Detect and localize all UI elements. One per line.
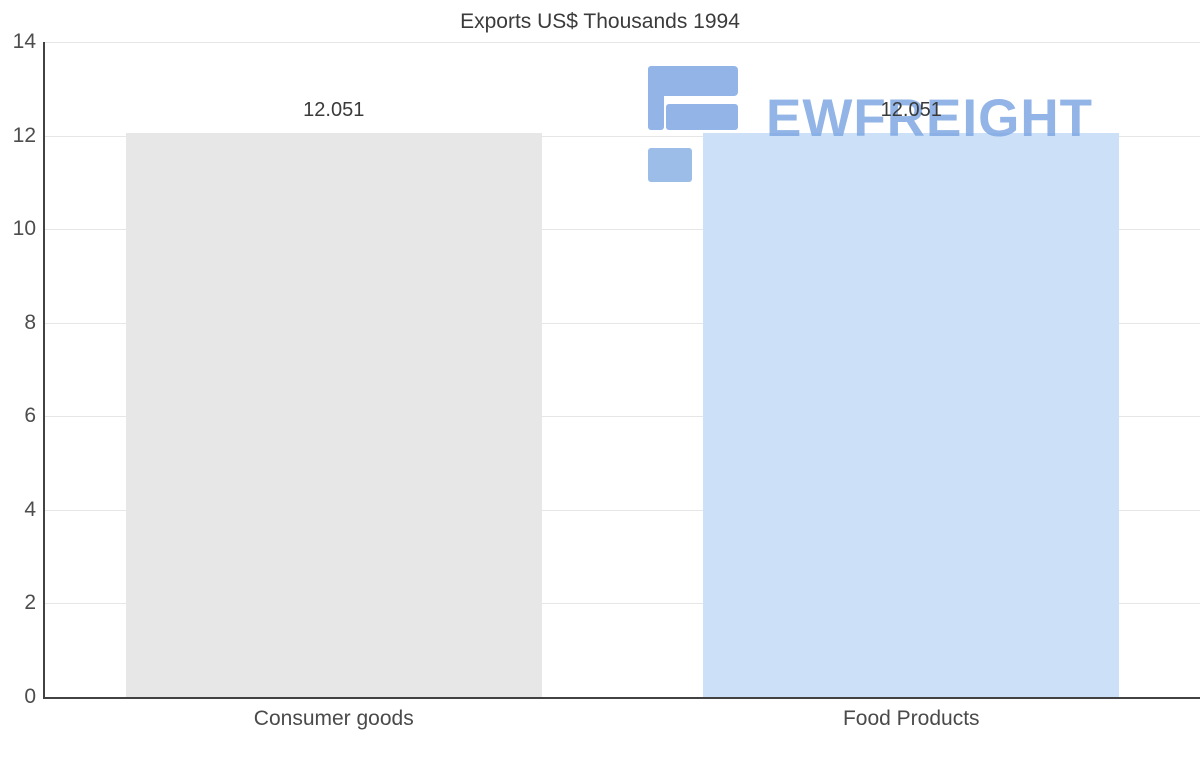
- watermark-logo-icon: [648, 66, 738, 182]
- bar-consumer-goods: [125, 133, 542, 697]
- y-axis-tick-label: 10: [12, 217, 36, 241]
- x-axis-category-label: Food Products: [842, 707, 980, 730]
- bar-food-products: [703, 133, 1120, 697]
- watermark-text: EWFREIGHT: [766, 89, 1093, 148]
- gridline: [45, 509, 1200, 511]
- y-axis-tick-label: 12: [12, 123, 36, 147]
- plot-area: EWFREIGHT 12.051 12.051: [45, 42, 1200, 698]
- y-axis-line: [43, 42, 45, 699]
- bar-value-label: 12.051: [880, 99, 942, 122]
- x-axis-category-label: Consumer goods: [253, 707, 414, 730]
- gridline: [45, 603, 1200, 605]
- gridline: [45, 42, 1200, 43]
- y-axis-tick-label: 14: [12, 30, 36, 53]
- chart-title: Exports US$ Thousands 1994: [460, 10, 740, 33]
- gridline: [45, 229, 1200, 231]
- gridline: [45, 135, 1200, 137]
- x-axis-labels: Consumer goods Food Products: [45, 707, 1200, 737]
- y-axis: 0 2 4 6 8 10 12 14: [0, 30, 36, 708]
- x-axis-line: [43, 697, 1200, 699]
- y-axis-tick-label: 0: [24, 685, 36, 708]
- watermark: EWFREIGHT: [648, 66, 1093, 184]
- y-axis-tick-label: 6: [24, 404, 36, 428]
- bar-value-label: 12.051: [303, 99, 365, 122]
- watermark-layer: EWFREIGHT: [45, 42, 1200, 697]
- y-axis-tick-label: 4: [24, 497, 36, 521]
- gridline: [45, 322, 1200, 324]
- gridline: [45, 416, 1200, 418]
- y-axis-tick-label: 8: [24, 310, 36, 334]
- bar-layer: [45, 42, 1200, 697]
- y-axis-tick-label: 2: [24, 591, 36, 615]
- value-label-layer: 12.051 12.051: [45, 42, 1200, 697]
